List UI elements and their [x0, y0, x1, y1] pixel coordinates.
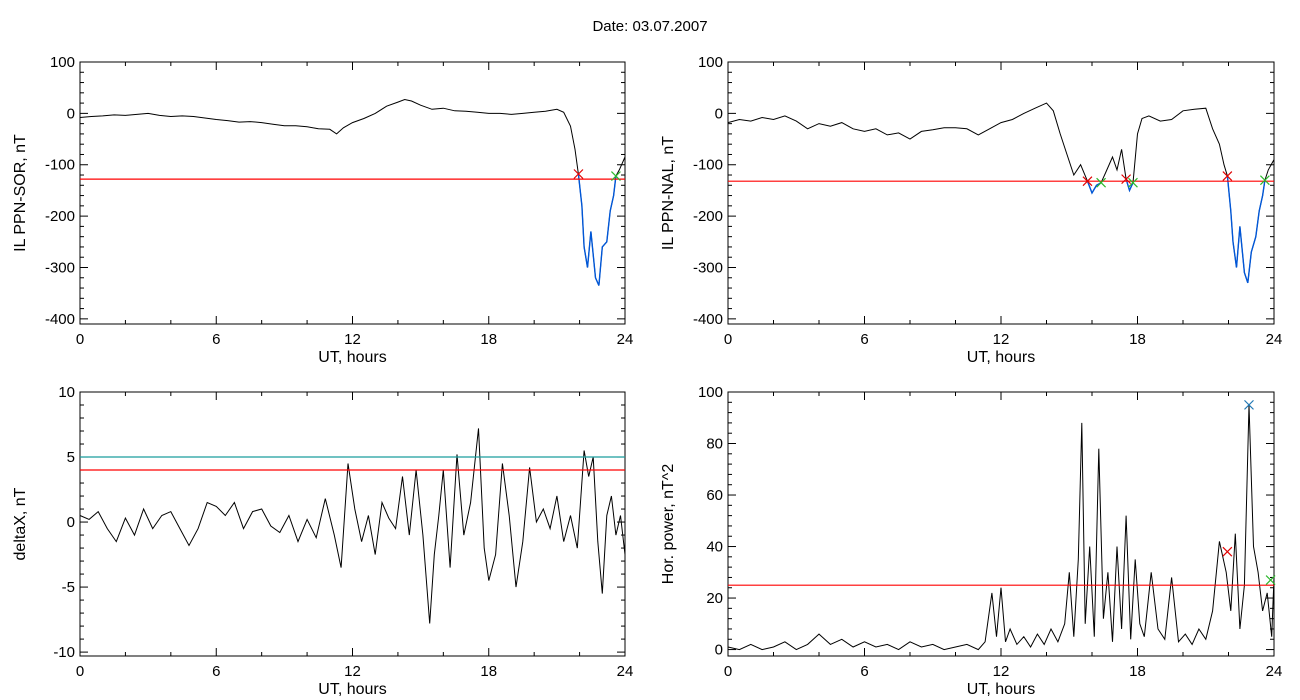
- y-tick-label: 0: [715, 105, 723, 122]
- start-marker: [1222, 546, 1233, 557]
- y-tick-label: -5: [62, 579, 75, 596]
- x-tick-label: 12: [344, 331, 361, 348]
- marker-stroke: [1128, 177, 1138, 188]
- y-tick-label: -300: [45, 259, 75, 276]
- plot-frame: [79, 61, 626, 325]
- x-tick-label: 18: [480, 663, 497, 680]
- marker-stroke: [1082, 176, 1093, 187]
- x-axis-label: UT, hours: [318, 681, 386, 698]
- marker-stroke: [1096, 177, 1107, 188]
- x-tick-label: 24: [617, 331, 634, 348]
- x-tick-label: 0: [76, 663, 84, 680]
- y-tick-label: -400: [45, 311, 75, 328]
- end-marker: [610, 171, 621, 181]
- page-title: Date: 03.07.2007: [592, 18, 708, 35]
- x-tick-label: 12: [344, 663, 361, 680]
- y-tick-label: -200: [693, 208, 723, 225]
- x-axis-label: UT, hours: [967, 349, 1035, 366]
- plot-frame: [727, 61, 1275, 325]
- y-tick-label: -200: [45, 208, 75, 225]
- start-marker: [1082, 176, 1093, 187]
- y-tick-label: 100: [698, 384, 723, 401]
- x-tick-label: 24: [617, 663, 634, 680]
- x-tick-label: 18: [480, 331, 497, 348]
- start-marker: [573, 169, 584, 179]
- y-axis-label: IL PPN-NAL, nT: [660, 136, 677, 250]
- start-marker: [1121, 174, 1132, 185]
- x-tick-label: 12: [993, 663, 1010, 680]
- end-marker: [1265, 575, 1276, 585]
- start-marker: [1222, 171, 1233, 181]
- peak-marker: [1244, 399, 1254, 410]
- highlight-segment: [1226, 175, 1266, 284]
- plot-frame: [727, 391, 1275, 657]
- y-tick-label: -100: [45, 157, 75, 174]
- x-tick-label: 6: [212, 331, 220, 348]
- x-tick-label: 24: [1266, 663, 1283, 680]
- x-tick-label: 24: [1266, 331, 1283, 348]
- plot-frame: [79, 391, 626, 657]
- marker-stroke: [610, 171, 621, 181]
- y-tick-label: 80: [706, 436, 723, 453]
- plot-deltax: 0 6 12 18 24 -10 -5 0 5 10 UT, hours deltaX, nT: [12, 384, 633, 698]
- marker-stroke: [1244, 399, 1254, 410]
- x-axis-label: UT, hours: [318, 349, 386, 366]
- x-tick-label: 0: [76, 331, 84, 348]
- series-line: [79, 428, 626, 624]
- x-tick-label: 18: [1129, 331, 1146, 348]
- marker-stroke: [1222, 546, 1233, 557]
- series-line: [79, 98, 626, 286]
- y-axis-label: Hor. power, nT^2: [660, 464, 677, 585]
- plot-hor-power: 0 6 12 18 24 0 20 40 60 80 100 UT, hours Hor. power,…: [660, 384, 1282, 698]
- end-marker: [1259, 175, 1270, 186]
- series-line: [727, 102, 1275, 284]
- x-tick-label: 18: [1129, 663, 1146, 680]
- y-tick-label: -300: [693, 259, 723, 276]
- y-tick-label: -100: [693, 157, 723, 174]
- highlight-segment: [1125, 178, 1134, 193]
- y-tick-label: -400: [693, 311, 723, 328]
- x-tick-label: 6: [860, 663, 868, 680]
- marker-stroke: [573, 169, 584, 179]
- marker-stroke: [1222, 171, 1233, 181]
- y-tick-label: -10: [53, 644, 75, 661]
- y-axis-label: IL PPN-SOR, nT: [12, 134, 29, 252]
- y-tick-label: 100: [50, 54, 75, 71]
- y-tick-label: 100: [698, 54, 723, 71]
- y-tick-label: 10: [58, 384, 75, 401]
- y-tick-label: 5: [67, 449, 75, 466]
- highlight-segment: [577, 173, 617, 286]
- marker-stroke: [1259, 175, 1270, 186]
- x-tick-label: 6: [860, 331, 868, 348]
- y-tick-label: 0: [67, 514, 75, 531]
- x-tick-label: 12: [993, 331, 1010, 348]
- y-tick-label: 0: [67, 105, 75, 122]
- y-tick-label: 20: [706, 590, 723, 607]
- x-axis-label: UT, hours: [967, 681, 1035, 698]
- marker-stroke: [1265, 575, 1276, 585]
- x-tick-label: 0: [724, 331, 732, 348]
- y-tick-label: 40: [706, 539, 723, 556]
- series-line: [727, 404, 1275, 651]
- highlight-segment: [1086, 180, 1102, 195]
- end-marker: [1128, 177, 1138, 188]
- x-tick-label: 6: [212, 663, 220, 680]
- plot-ppn-nal: 0 6 12 18 24 -400 -300 -200 -100 0 100 UT, hours IL …: [660, 54, 1282, 366]
- x-tick-label: 0: [724, 663, 732, 680]
- plot-ppn-sor: 0 6 12 18 24 -400 -300 -200 -100 0 100 UT, hours IL …: [12, 54, 633, 366]
- y-axis-label: deltaX, nT: [12, 487, 29, 560]
- marker-stroke: [1121, 174, 1132, 185]
- y-tick-label: 60: [706, 487, 723, 504]
- y-tick-label: 0: [715, 642, 723, 659]
- end-marker: [1096, 177, 1107, 188]
